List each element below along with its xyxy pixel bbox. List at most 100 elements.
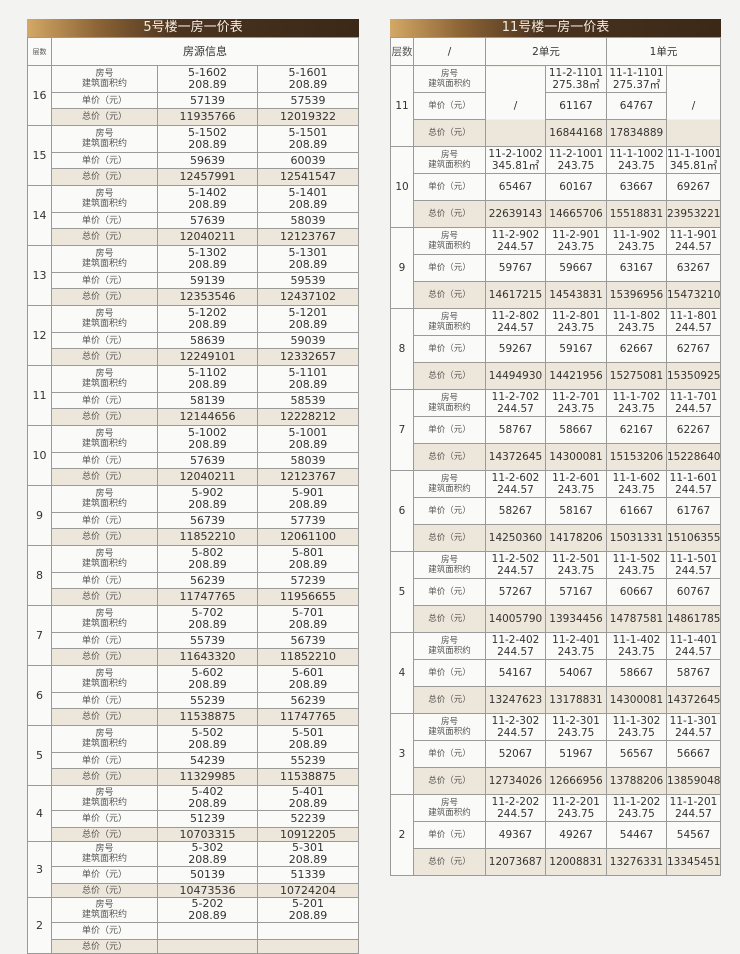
floor-10-total-price-row: 总价（元） 22639143 14665706 15518831 23953221	[391, 200, 721, 228]
unit-price-value: 57267	[485, 578, 546, 606]
floor-9-info-row: 9 房号 建筑面积约 5-902 208.89 5-901 208.89	[27, 485, 359, 546]
floor-12-total-price-row: 总价（元） 12249101 12332657	[28, 348, 359, 366]
unit-price-label: 单价（元）	[413, 173, 486, 201]
floor-16-unit-price-row: 单价（元） 57139 57539	[28, 92, 359, 109]
floor-number: 2	[390, 794, 414, 876]
floor-number: 15	[27, 125, 52, 186]
room-number-area: 11-2-902 244.57	[485, 227, 546, 255]
building5-table-title: 5号楼一房一价表	[27, 19, 359, 37]
unit-price-value: 52239	[257, 810, 359, 828]
total-price-value: 12073687	[485, 848, 546, 876]
total-price-label: 总价（元）	[413, 605, 486, 633]
total-price-value: 12123767	[257, 468, 359, 486]
floor-14-info-row: 14 房号 建筑面积约 5-1402 208.89 5-1401 208.89	[27, 185, 359, 246]
floor-number: 9	[27, 485, 52, 546]
total-price-label: 总价（元）	[51, 648, 158, 666]
building11-table-title: 11号楼一房一价表	[390, 19, 721, 37]
floor-9-unit-price-row: 单价（元） 56739 57739	[28, 512, 359, 529]
unit-price-label: 单价（元）	[413, 578, 486, 606]
unit-price-value: 58639	[157, 332, 258, 349]
total-price-label: 总价（元）	[51, 468, 158, 486]
unit-price-label: 单价（元）	[413, 821, 486, 849]
unit-price-value: 59639	[157, 152, 258, 169]
unit-price-value: 51239	[157, 810, 258, 828]
room-number-area: 11-1-702 243.75	[606, 389, 667, 417]
room-number-area: 5-501 208.89	[257, 725, 359, 753]
total-price-label: 总价（元）	[51, 168, 158, 186]
total-price-value: 12332657	[257, 348, 359, 366]
floor-10-info-row: 10 房号 建筑面积约 5-1002 208.89 5-1001 208.89	[27, 425, 359, 486]
total-price-label: 总价（元）	[51, 108, 158, 126]
room-number-area: 5-301 208.89	[257, 841, 359, 867]
floor-5-unit-price-row: 单价（元） 54239 55239	[28, 752, 359, 769]
total-price-label: 总价（元）	[51, 768, 158, 786]
table-header-row: 层数 / 2单元 1单元	[390, 37, 721, 66]
room-number-area: 11-2-501 243.75	[545, 551, 607, 579]
room-number-area: 5-901 208.89	[257, 485, 359, 513]
unit-price-value: 58039	[257, 452, 359, 469]
total-price-value: 14250360	[485, 524, 546, 552]
floor-3-info-row: 3 房号 建筑面积约 11-2-302 244.57 11-2-301 243.75 11-1…	[390, 713, 721, 795]
floor-3-unit-price-row: 单价（元） 50139 51339	[28, 866, 359, 884]
room-number-area: 11-2-601 243.75	[545, 470, 607, 498]
floor-6-unit-price-row: 单价（元） 58267 58167 61667 61767	[391, 497, 721, 525]
total-price-value: 14178206	[545, 524, 607, 552]
room-number-area: 11-2-302 244.57	[485, 713, 546, 741]
floor-4-info-row: 4 房号 建筑面积约 5-402 208.89 5-401 208.89	[27, 785, 359, 842]
room-area-label: 房号 建筑面积约	[51, 897, 158, 923]
floor-11-info-row: 11 房号 建筑面积约 5-1102 208.89 5-1101 208.89	[27, 365, 359, 426]
room-number-area: 5-1601 208.89	[257, 65, 359, 93]
room-number-area: 11-2-1002 345.81㎡	[485, 146, 546, 174]
floor-7-unit-price-row: 单价（元） 58767 58667 62167 62267	[391, 416, 721, 444]
floor-10-unit-price-row: 单价（元） 65467 60167 63667 69267	[391, 173, 721, 201]
unit-price-value: 54167	[485, 659, 546, 687]
floor-number: 4	[390, 632, 414, 714]
total-price-value: 17834889	[606, 119, 667, 147]
total-price-value: 14300081	[606, 686, 667, 714]
total-price-value: 12541547	[257, 168, 359, 186]
room-number-area: 11-1-1001 345.81㎡	[666, 146, 721, 174]
room-number-area: 5-1201 208.89	[257, 305, 359, 333]
unit-price-value: 58039	[257, 212, 359, 229]
room-number-area: 11-1-1101 275.37㎡	[606, 65, 667, 93]
floor-5-total-price-row: 总价（元） 14005790 13934456 14787581 14861785	[391, 605, 721, 633]
total-price-value: 15153206	[606, 443, 667, 471]
room-area-label: 房号 建筑面积约	[413, 65, 486, 93]
listing-info-header: 房源信息	[51, 37, 359, 66]
room-number-area: 11-1-402 243.75	[606, 632, 667, 660]
floor-2-info-row: 2 房号 建筑面积约 5-202 208.89 5-201 208.89	[27, 897, 359, 954]
room-number-area: 5-1302 208.89	[157, 245, 258, 273]
room-number-area: 11-1-801 244.57	[666, 308, 721, 336]
floor-11-unit-price-row: 单价（元） 61167 64767	[391, 92, 721, 120]
total-price-label: 总价（元）	[51, 588, 158, 606]
unit-price-value: 58767	[666, 659, 721, 687]
floor-number: 5	[390, 551, 414, 633]
floor-5-info-row: 5 房号 建筑面积约 5-502 208.89 5-501 208.89	[27, 725, 359, 786]
unit-price-value: 61667	[606, 497, 667, 525]
total-price-value: 11747765	[157, 588, 258, 606]
floor-6-total-price-row: 总价（元） 14250360 14178206 15031331 15106355	[391, 524, 721, 552]
floor-2-info-row: 2 房号 建筑面积约 11-2-202 244.57 11-2-201 243.75 11-1…	[390, 794, 721, 876]
floor-number: 16	[27, 65, 52, 126]
room-area-label: 房号 建筑面积约	[51, 125, 158, 153]
unit-price-label: 单价（元）	[413, 92, 486, 120]
floor-8-info-row: 8 房号 建筑面积约 5-802 208.89 5-801 208.89	[27, 545, 359, 606]
room-number-area: 11-2-801 243.75	[545, 308, 607, 336]
floor-15-info-row: 15 房号 建筑面积约 5-1502 208.89 5-1501 208.89	[27, 125, 359, 186]
room-number-area: 11-1-502 243.75	[606, 551, 667, 579]
unit-price-label: 单价（元）	[51, 752, 158, 769]
floor-number: 6	[390, 470, 414, 552]
unit-price-label: 单价（元）	[51, 152, 158, 169]
unit-price-value: 55239	[157, 692, 258, 709]
floor-7-info-row: 7 房号 建筑面积约 5-702 208.89 5-701 208.89	[27, 605, 359, 666]
total-price-label: 总价（元）	[51, 528, 158, 546]
total-price-value: 10912205	[257, 827, 359, 842]
room-number-area: 11-1-601 244.57	[666, 470, 721, 498]
unit-price-value: 62167	[606, 416, 667, 444]
unit-price-value: 57239	[257, 572, 359, 589]
floor-number: 8	[390, 308, 414, 390]
total-price-value: 12123767	[257, 228, 359, 246]
room-number-area: 11-1-701 244.57	[666, 389, 721, 417]
unit-price-value: 63667	[606, 173, 667, 201]
floor-5-info-row: 5 房号 建筑面积约 11-2-502 244.57 11-2-501 243.75 11-1…	[390, 551, 721, 633]
